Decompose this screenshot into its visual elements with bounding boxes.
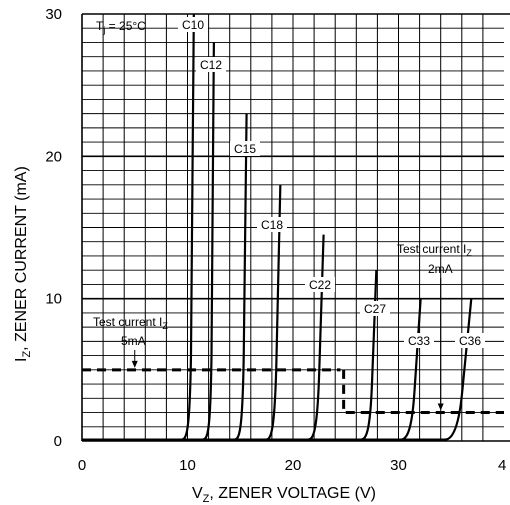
y-tick-label: 20 (45, 148, 62, 165)
x-tick-label: 30 (390, 457, 407, 474)
curve-label-c27: C27 (364, 302, 386, 316)
temperature-condition: Tj = 25°C (96, 19, 146, 35)
curve-label-c22: C22 (309, 278, 331, 292)
curve-label-c10: C10 (182, 18, 204, 32)
curves (82, 13, 473, 441)
y-axis-label: IZ, ZENER CURRENT (mA) (13, 166, 33, 362)
y-tick-label: 0 (54, 433, 62, 450)
curve-label-bg (178, 17, 208, 32)
curve-label-bg (404, 333, 434, 348)
x-axis-label: VZ, ZENER VOLTAGE (V) (192, 485, 376, 505)
curve-label-bg (257, 217, 287, 232)
x-tick-label: 10 (179, 457, 196, 474)
curve-label-c33: C33 (408, 334, 430, 348)
test-current-2ma-arrow-head (437, 403, 444, 411)
y-tick-label: 30 (45, 6, 62, 23)
test-current-lines (82, 278, 504, 415)
x-tick-label: 0 (78, 457, 86, 474)
curve-labels: C10 C12 C15 C18 C22 C27 C33 C36 (178, 17, 485, 348)
y-tick-label: 10 (45, 291, 62, 308)
curve-label-bg (305, 277, 335, 292)
test-current-5ma-arrow-head (131, 360, 138, 368)
x-tick-label: 4 (498, 457, 506, 474)
curve-label-c18: C18 (261, 218, 283, 232)
test-current-5ma-value: 5mA (121, 334, 146, 348)
curve-label-c12: C12 (200, 58, 222, 72)
curve-label-bg (455, 333, 485, 348)
curve-label-bg (196, 57, 226, 72)
curve-c15 (82, 113, 248, 441)
curve-label-bg (360, 301, 390, 316)
test-current-2ma-label: Test current IZ (397, 242, 472, 258)
curve-label-c36: C36 (459, 334, 481, 348)
curve-c10 (82, 13, 195, 441)
curve-label-c15: C15 (234, 142, 256, 156)
curve-label-bg (230, 141, 260, 156)
test-current-5ma-label: Test current IZ (93, 315, 168, 331)
test-current-2ma-value: 2mA (428, 262, 453, 276)
curve-c27 (82, 270, 378, 441)
grid (81, 13, 510, 442)
x-tick-label: 20 (285, 457, 302, 474)
curve-c36 (82, 298, 473, 441)
curve-c22 (82, 234, 325, 441)
